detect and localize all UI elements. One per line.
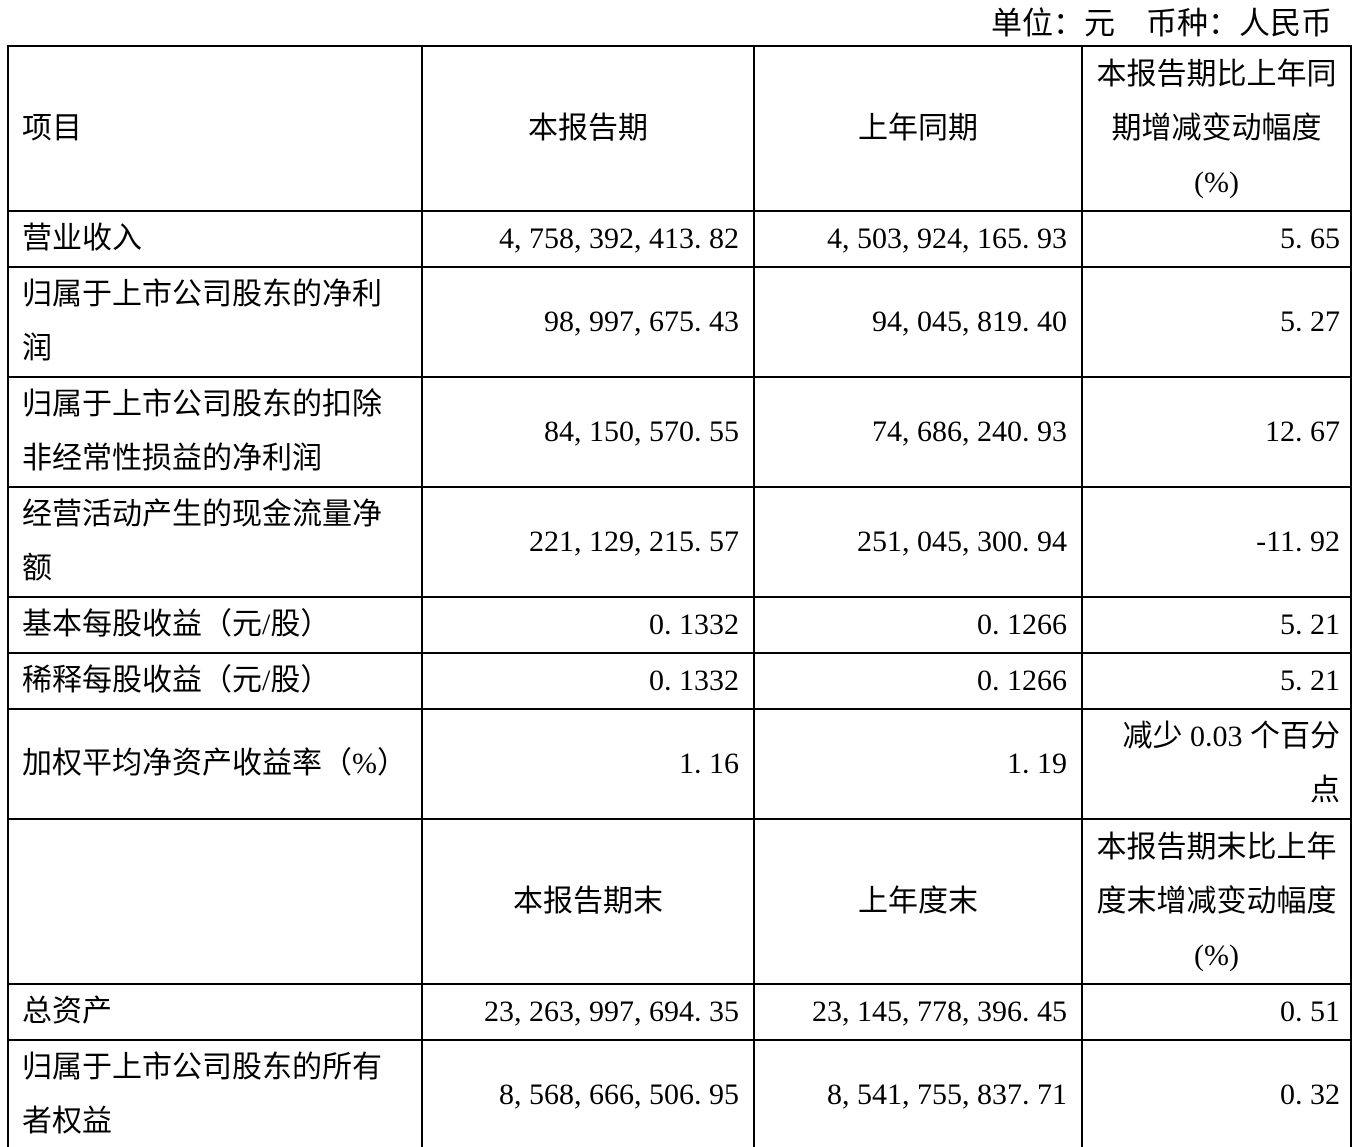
- header-item-label: [7, 818, 423, 985]
- value-current: 0. 1332: [421, 652, 755, 710]
- value-prior: 94, 045, 819. 40: [753, 266, 1083, 378]
- item-label: 总资产: [7, 983, 423, 1041]
- header-current-period: 本报告期: [421, 45, 755, 212]
- value-prior: 74, 686, 240. 93: [753, 376, 1083, 488]
- value-current: 98, 997, 675. 43: [421, 266, 755, 378]
- table-row-net-profit-excl-nonrecurring: 归属于上市公司股东的扣除 非经常性损益的净利润 84, 150, 570. 55…: [7, 376, 1352, 488]
- key-financials-table: 项目 本报告期 上年同期 本报告期比上年同 期增减变动幅度 (%) 营业收入 4…: [7, 45, 1352, 1147]
- table-row-operating-cash-flow: 经营活动产生的现金流量净 额 221, 129, 215. 57 251, 04…: [7, 486, 1352, 598]
- item-label: 基本每股收益（元/股）: [7, 596, 423, 654]
- item-label: 营业收入: [7, 210, 423, 268]
- table-row-shareholders-equity: 归属于上市公司股东的所有 者权益 8, 568, 666, 506. 95 8,…: [7, 1039, 1352, 1147]
- item-label: 稀释每股收益（元/股）: [7, 652, 423, 710]
- header-item-label: 项目: [7, 45, 423, 212]
- item-label: 归属于上市公司股东的扣除 非经常性损益的净利润: [7, 376, 423, 488]
- table-header-period-end: 本报告期末 上年度末 本报告期末比上年 度末增减变动幅度 (%): [7, 818, 1352, 985]
- value-change: 减少 0.03 个百分 点: [1081, 708, 1352, 820]
- header-prior-year-end: 上年度末: [753, 818, 1083, 985]
- value-change: 5. 65: [1081, 210, 1352, 268]
- header-current-end: 本报告期末: [421, 818, 755, 985]
- item-label: 加权平均净资产收益率（%）: [7, 708, 423, 820]
- header-prior-period: 上年同期: [753, 45, 1083, 212]
- value-current: 1. 16: [421, 708, 755, 820]
- value-prior: 251, 045, 300. 94: [753, 486, 1083, 598]
- value-prior: 4, 503, 924, 165. 93: [753, 210, 1083, 268]
- value-current: 84, 150, 570. 55: [421, 376, 755, 488]
- value-prior: 23, 145, 778, 396. 45: [753, 983, 1083, 1041]
- value-change: 5. 21: [1081, 652, 1352, 710]
- value-change: 0. 32: [1081, 1039, 1352, 1147]
- value-change: 5. 27: [1081, 266, 1352, 378]
- table-row-diluted-eps: 稀释每股收益（元/股） 0. 1332 0. 1266 5. 21: [7, 652, 1352, 710]
- unit-currency-note: 单位：元 币种：人民币: [991, 6, 1332, 41]
- item-label: 归属于上市公司股东的净利 润: [7, 266, 423, 378]
- value-current: 8, 568, 666, 506. 95: [421, 1039, 755, 1147]
- value-current: 0. 1332: [421, 596, 755, 654]
- table-row-basic-eps: 基本每股收益（元/股） 0. 1332 0. 1266 5. 21: [7, 596, 1352, 654]
- table-row-weighted-avg-roe: 加权平均净资产收益率（%） 1. 16 1. 19 减少 0.03 个百分 点: [7, 708, 1352, 820]
- value-change: 5. 21: [1081, 596, 1352, 654]
- table-row-total-assets: 总资产 23, 263, 997, 694. 35 23, 145, 778, …: [7, 983, 1352, 1041]
- table-row-net-profit: 归属于上市公司股东的净利 润 98, 997, 675. 43 94, 045,…: [7, 266, 1352, 378]
- value-prior: 1. 19: [753, 708, 1083, 820]
- value-prior: 0. 1266: [753, 652, 1083, 710]
- value-current: 23, 263, 997, 694. 35: [421, 983, 755, 1041]
- value-current: 221, 129, 215. 57: [421, 486, 755, 598]
- value-current: 4, 758, 392, 413. 82: [421, 210, 755, 268]
- value-prior: 0. 1266: [753, 596, 1083, 654]
- value-prior: 8, 541, 755, 837. 71: [753, 1039, 1083, 1147]
- value-change: 12. 67: [1081, 376, 1352, 488]
- header-period-change: 本报告期比上年同 期增减变动幅度 (%): [1081, 45, 1352, 212]
- item-label: 归属于上市公司股东的所有 者权益: [7, 1039, 423, 1147]
- header-end-change: 本报告期末比上年 度末增减变动幅度 (%): [1081, 818, 1352, 985]
- value-change: -11. 92: [1081, 486, 1352, 598]
- table-row-operating-revenue: 营业收入 4, 758, 392, 413. 82 4, 503, 924, 1…: [7, 210, 1352, 268]
- value-change: 0. 51: [1081, 983, 1352, 1041]
- item-label: 经营活动产生的现金流量净 额: [7, 486, 423, 598]
- table-header-period: 项目 本报告期 上年同期 本报告期比上年同 期增减变动幅度 (%): [7, 45, 1352, 212]
